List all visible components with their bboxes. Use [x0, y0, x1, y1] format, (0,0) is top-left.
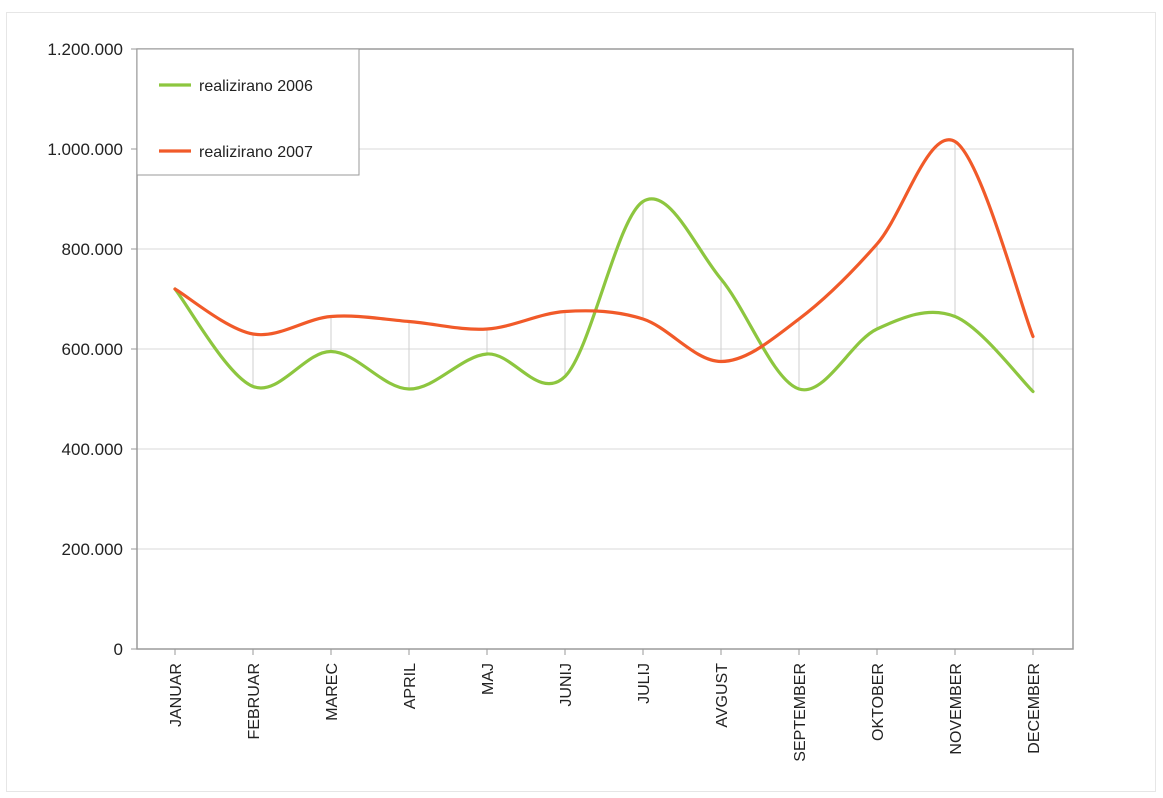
chart-frame: 0 200.000 400.000 600.000 800.000 1.000.000 1.… [6, 12, 1156, 792]
x-tick-label: SEPTEMBER [792, 663, 809, 762]
y-tick-label: 200.000 [62, 540, 123, 559]
x-tick-label: APRIL [402, 663, 419, 709]
y-tick-label: 600.000 [62, 340, 123, 359]
x-tick-label: MAREC [324, 663, 341, 721]
y-tick-label: 400.000 [62, 440, 123, 459]
line-chart: 0 200.000 400.000 600.000 800.000 1.000.000 1.… [47, 40, 1074, 762]
x-tick-label: JULIJ [636, 663, 653, 704]
x-tick-label: AVGUST [714, 663, 731, 728]
x-tick-label: NOVEMBER [948, 663, 965, 755]
y-tick-label: 1.000.000 [47, 140, 123, 159]
x-tick-label: MAJ [480, 663, 497, 695]
x-axis: JANUAR FEBRUAR MAREC APRIL MAJ JUNIJ JULIJ AVGU… [168, 649, 1043, 762]
legend-label: realizirano 2007 [199, 144, 313, 161]
y-axis: 0 200.000 400.000 600.000 800.000 1.000.000 1.… [47, 40, 137, 659]
x-tick-label: JUNIJ [558, 663, 575, 707]
series-line [173, 197, 1035, 394]
y-tick-label: 0 [114, 640, 123, 659]
x-tick-label: OKTOBER [870, 663, 887, 741]
series-lines [173, 138, 1035, 394]
y-tick-label: 800.000 [62, 240, 123, 259]
x-tick-label: DECEMBER [1026, 663, 1043, 754]
x-tick-label: FEBRUAR [246, 663, 263, 739]
drop-lines [252, 141, 1034, 392]
legend-box [136, 48, 360, 176]
legend: realizirano 2006 realizirano 2007 [136, 48, 360, 176]
x-tick-label: JANUAR [168, 663, 185, 727]
legend-label: realizirano 2006 [199, 78, 313, 95]
y-tick-label: 1.200.000 [47, 40, 123, 59]
